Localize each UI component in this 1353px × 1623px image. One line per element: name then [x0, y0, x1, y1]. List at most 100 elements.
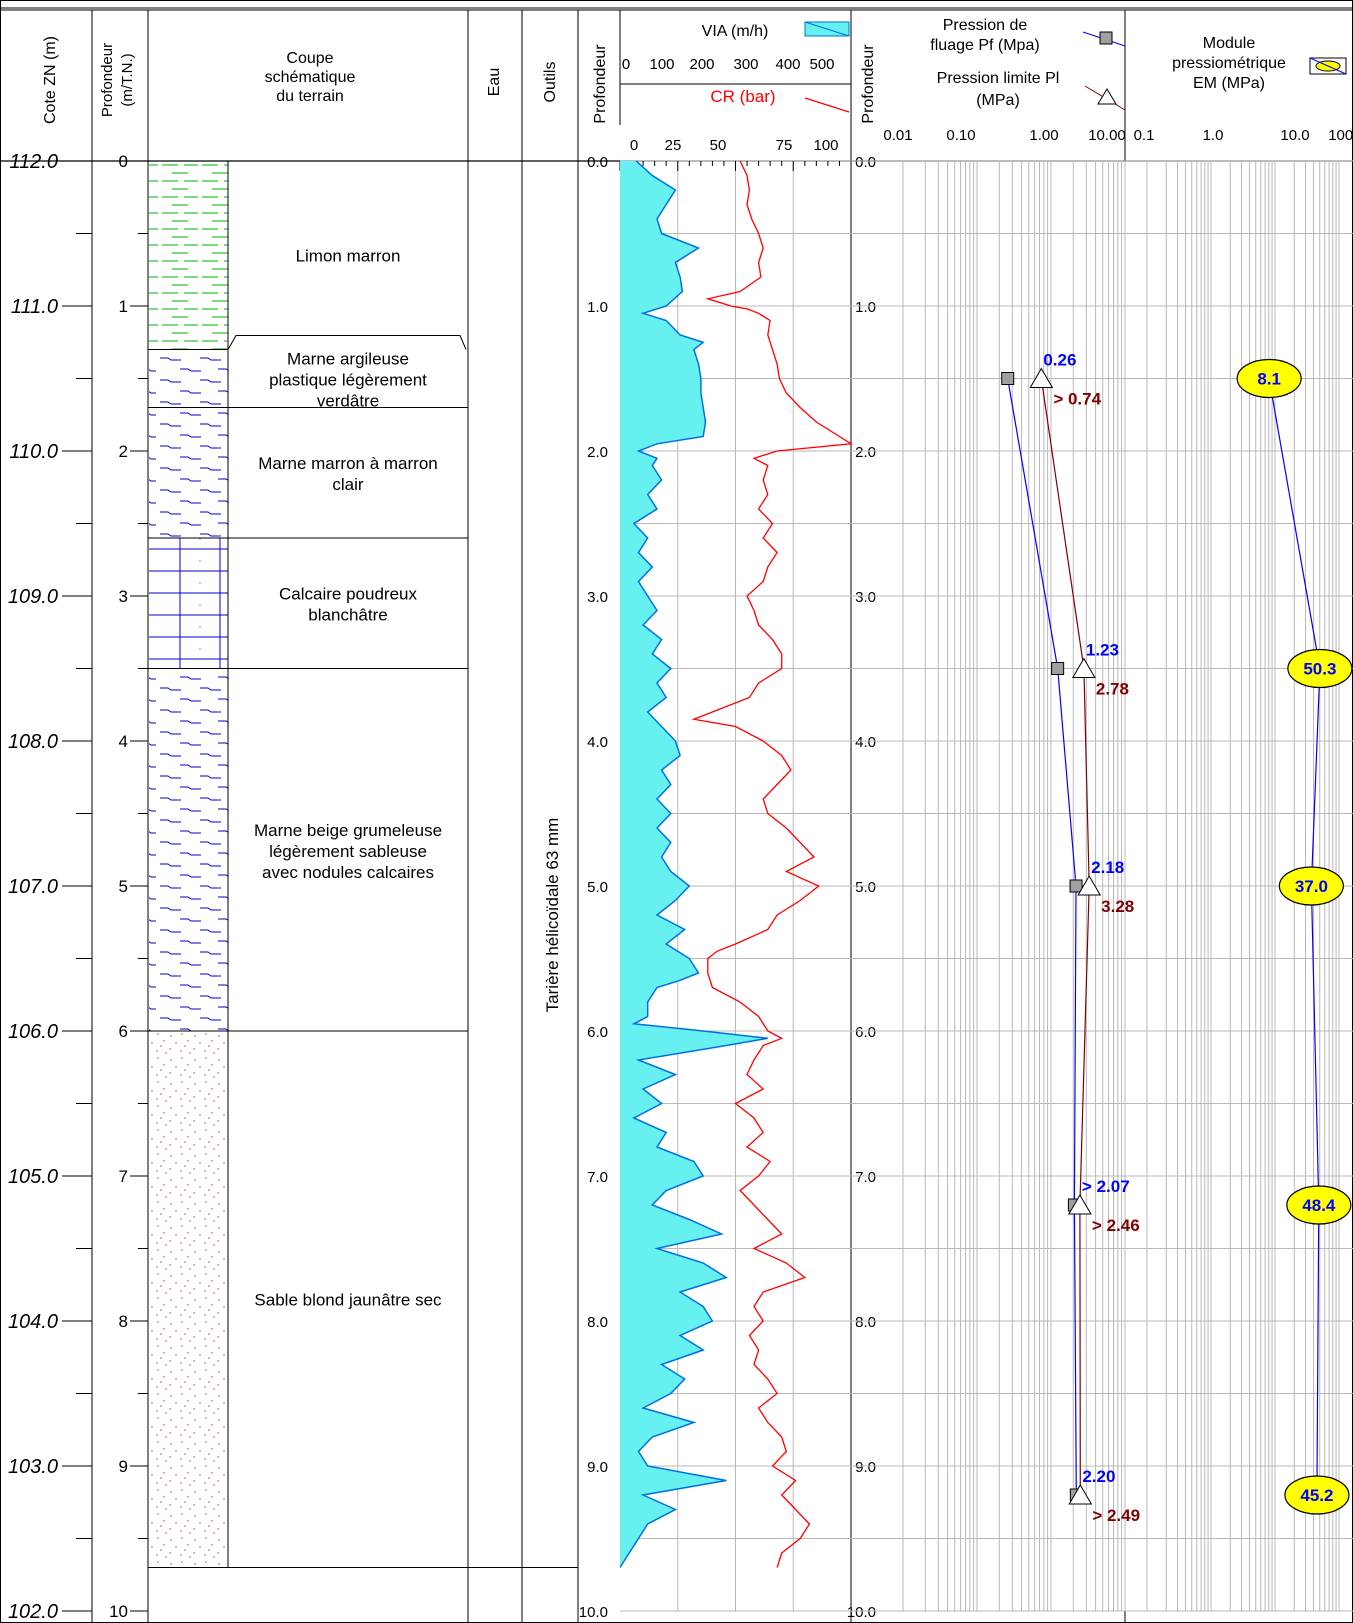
depth-tick-label: 5 [119, 877, 128, 896]
cote-tick-label: 106.0 [8, 1021, 58, 1043]
depth-tick-label: 8 [119, 1312, 128, 1331]
depth-axis-b-label: 7.0 [855, 1169, 876, 1186]
em-data-label: 37.0 [1295, 877, 1328, 896]
cote-tick-label: 105.0 [8, 1166, 58, 1188]
em-marker [1284, 1475, 1350, 1515]
outils-label: Tarière hélicoïdale 63 mm [543, 818, 562, 1013]
pl-data-label: > 2.46 [1092, 1216, 1140, 1235]
cr-tick-label: 50 [710, 137, 727, 154]
em-tick-label: 10.0 [1280, 127, 1309, 144]
depth-axis-a-label: 7.0 [587, 1169, 608, 1186]
em-tick-label: 100.0 [1328, 127, 1353, 144]
cote-tick-label: 104.0 [8, 1311, 58, 1333]
header-coupe: Coupe [286, 50, 333, 67]
cr-legend-swatch [804, 97, 850, 113]
pl-marker [1029, 367, 1054, 388]
header-cote: Cote ZN (m) [42, 36, 59, 124]
pf-data-label: > 2.07 [1082, 1177, 1130, 1196]
header-coupe: du terrain [276, 88, 344, 105]
depth-axis-b-label: 9.0 [855, 1459, 876, 1476]
depth-tick-label: 6 [119, 1022, 128, 1041]
header-outils: Outils [542, 62, 559, 103]
via-tick-label: 100 [649, 56, 674, 73]
pf-data-label: 0.26 [1043, 351, 1076, 370]
header-profondeur: Profondeur [99, 43, 116, 117]
pl-legend-marker [1097, 88, 1117, 105]
em-legend-title: pressiométrique [1172, 55, 1286, 72]
cote-tick-label: 107.0 [8, 876, 58, 898]
em-legend-line [1309, 57, 1347, 75]
depth-axis-a-label: 10.0 [579, 1604, 608, 1621]
cote-tick-label: 102.0 [8, 1601, 58, 1623]
cote-tick-label: 111.0 [11, 296, 58, 318]
pl-marker [1068, 1194, 1092, 1215]
via-tick-label: 400 [775, 56, 800, 73]
depth-axis-b-label: 2.0 [855, 444, 876, 461]
layer-label: plastique légèrement [269, 371, 427, 390]
pressio-tick-label: 10.00 [1088, 127, 1126, 144]
soil-layer-marne [149, 407, 228, 538]
pf-legend-title: Pression de [943, 17, 1028, 34]
pf-marker [1069, 879, 1083, 893]
cote-tick-label: 109.0 [8, 586, 58, 608]
depth-axis-b-label: 1.0 [855, 299, 876, 316]
cr-tick-label: 75 [776, 137, 793, 154]
depth-axis-a-label: 0.0 [587, 154, 608, 171]
depth-axis-a-label: 6.0 [587, 1024, 608, 1041]
depth-tick-label: 4 [119, 732, 128, 751]
pf-data-label: 2.20 [1082, 1467, 1115, 1486]
pf-data-label: 1.23 [1086, 641, 1119, 660]
pressio-tick-label: 0.01 [883, 127, 912, 144]
em-data-label: 48.4 [1302, 1196, 1336, 1215]
header-profondeur-unit: (m/T.N.) [119, 53, 136, 106]
em-marker [1286, 1185, 1352, 1225]
header-profondeur-a: Profondeur [592, 44, 609, 124]
em-marker [1287, 648, 1353, 689]
em-data-label: 8.1 [1257, 370, 1281, 389]
soil-layer-marne [149, 349, 228, 408]
pf-legend-marker [1099, 31, 1113, 45]
pl-line [1040, 378, 1090, 1496]
layer-label: Calcaire poudreux [279, 584, 417, 603]
em-legend-title: EM (MPa) [1193, 75, 1265, 92]
depth-tick-label: 7 [119, 1167, 128, 1186]
soil-layer-sable [149, 1031, 228, 1568]
layer-label: légèrement sableuse [269, 842, 427, 861]
cr-line [691, 160, 853, 1568]
depth-axis-b-label: 0.0 [855, 154, 876, 171]
layer-label: Marne beige grumeleuse [254, 821, 442, 840]
via-tick-label: 200 [689, 56, 714, 73]
depth-tick-label: 1 [119, 297, 128, 316]
soil-layer-marne [149, 668, 228, 1031]
cote-tick-label: 112.0 [9, 151, 58, 173]
pl-marker [1068, 1484, 1093, 1505]
layer-boundary-bracket [227, 335, 467, 350]
via-area [620, 161, 768, 1568]
em-tick-label: 0.1 [1134, 127, 1155, 144]
via-tick-label: 300 [733, 56, 758, 73]
cr-tick-label: 0 [630, 137, 638, 154]
depth-axis-a-label: 8.0 [587, 1314, 608, 1331]
em-tick-label: 1.0 [1203, 127, 1224, 144]
depth-axis-b-label: 3.0 [855, 589, 876, 606]
cr-axis-title: CR (bar) [710, 87, 775, 106]
cote-tick-label: 103.0 [8, 1456, 58, 1478]
soil-layer-calcaire [149, 538, 228, 669]
cr-tick-label: 25 [665, 137, 682, 154]
via-tick-label: 0 [622, 56, 630, 73]
depth-axis-a-label: 3.0 [587, 589, 608, 606]
via-tick-label: 500 [809, 56, 834, 73]
depth-axis-a-label: 2.0 [587, 444, 608, 461]
em-marker [1236, 358, 1302, 399]
layer-label: clair [332, 475, 364, 494]
em-marker [1278, 866, 1344, 906]
pl-data-label: 2.78 [1096, 680, 1129, 699]
layer-label: blanchâtre [308, 605, 387, 624]
layer-label: Limon marron [296, 246, 401, 265]
pf-legend-title: fluage Pf (Mpa) [930, 37, 1039, 54]
header-eau: Eau [486, 68, 503, 96]
em-legend-title: Module [1203, 35, 1256, 52]
pf-data-label: 2.18 [1091, 858, 1124, 877]
depth-tick-label: 0 [119, 152, 128, 171]
